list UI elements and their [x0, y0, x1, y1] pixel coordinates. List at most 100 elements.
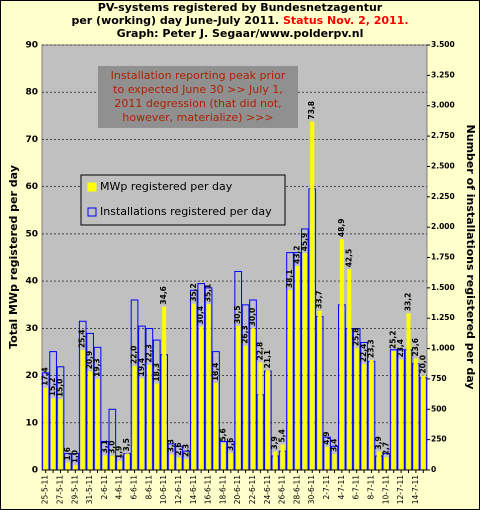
mwp-bar — [162, 306, 167, 470]
x-tick-label: 22-6-11 — [248, 475, 257, 504]
y2-axis-label: Number of installations registered per d… — [464, 125, 477, 390]
mwp-bar — [243, 345, 248, 470]
y2-tick-label: 0 — [431, 465, 436, 474]
x-tick-label: 27-5-11 — [56, 475, 65, 504]
data-label: 4,9 — [322, 432, 331, 445]
y2-tick-label: 1.000 — [431, 344, 455, 353]
data-label: 23,6 — [411, 338, 420, 357]
x-tick-label: 20-6-11 — [233, 475, 242, 504]
data-label: 19,3 — [93, 358, 102, 377]
y2-tick-label: 2.000 — [431, 222, 455, 231]
y-tick-label: 0 — [32, 466, 38, 476]
x-tick-label: 30-6-11 — [307, 475, 316, 504]
y-tick-label: 40 — [25, 277, 38, 287]
mwp-bar — [65, 462, 70, 470]
data-label: 48,9 — [337, 219, 346, 238]
data-label: 22,8 — [255, 342, 264, 361]
data-label: 45,9 — [300, 233, 309, 252]
mwp-bar — [273, 451, 278, 470]
mwp-bar — [132, 366, 137, 470]
mwp-bar — [265, 370, 270, 470]
legend-label: MWp registered per day — [100, 180, 233, 193]
x-tick-label: 28-6-11 — [292, 475, 301, 504]
mwp-bar — [139, 378, 144, 470]
x-tick-label: 12-6-11 — [174, 475, 183, 504]
y-tick-label: 50 — [25, 229, 38, 239]
legend-label: Installations registered per day — [100, 205, 272, 218]
data-label: 25,4 — [78, 330, 87, 349]
chart-title: Graph: Peter J. Segaar/www.polderpv.nl — [117, 27, 364, 40]
mwp-bar — [95, 378, 100, 470]
mwp-bar — [258, 362, 263, 470]
x-tick-label: 8-6-11 — [144, 475, 153, 500]
data-label: 1,0 — [70, 450, 79, 463]
y2-tick-label: 1.250 — [431, 313, 455, 322]
data-label: 3,1 — [100, 440, 109, 453]
data-label: 33,2 — [403, 293, 412, 312]
data-label: 35,1 — [204, 284, 213, 303]
x-tick-label: 12-7-11 — [396, 475, 405, 504]
legend-swatch — [87, 182, 97, 192]
data-label: 5,4 — [278, 429, 287, 442]
data-label: 3,9 — [270, 436, 279, 449]
mwp-bar — [176, 457, 182, 470]
data-label: 20,9 — [85, 351, 94, 370]
mwp-bar — [376, 451, 381, 470]
data-label: 22,3 — [144, 344, 153, 363]
data-label: 73,8 — [307, 101, 316, 120]
x-tick-label: 14-7-11 — [411, 475, 420, 504]
data-label: 17,4 — [41, 367, 50, 386]
data-label: 30,5 — [233, 305, 242, 324]
annotation: to expected June 30 >> July 1, — [113, 83, 283, 96]
y-tick-label: 20 — [25, 371, 38, 381]
mwp-bar — [362, 364, 367, 470]
x-tick-label: 18-6-11 — [218, 475, 227, 504]
y2-tick-label: 2.250 — [431, 192, 455, 201]
x-tick-label: 29-5-11 — [70, 475, 79, 504]
x-tick-label: 14-6-11 — [189, 475, 198, 504]
data-label: 23,4 — [396, 339, 405, 358]
y2-tick-label: 1.750 — [431, 253, 455, 262]
x-tick-label: 6-7-11 — [352, 475, 361, 500]
data-label: 2,6 — [174, 442, 183, 455]
mwp-bar — [199, 326, 204, 470]
data-label: 3,6 — [226, 438, 235, 451]
data-label: 22,0 — [130, 346, 139, 365]
mwp-bar — [102, 455, 107, 470]
mwp-bar — [110, 455, 115, 470]
data-label: 38,1 — [285, 270, 294, 289]
y2-tick-label: 500 — [431, 404, 447, 413]
data-label: 3,0 — [107, 441, 116, 454]
data-label: 35,2 — [189, 283, 198, 302]
data-label: 19,4 — [137, 358, 146, 377]
mwp-bar — [413, 358, 418, 470]
y2-tick-label: 3.500 — [431, 40, 455, 49]
data-label: 15,2 — [48, 378, 57, 397]
data-label: 3,5 — [122, 438, 131, 451]
mwp-bar — [80, 350, 85, 470]
data-label: 42,5 — [344, 249, 353, 268]
data-label: 22,4 — [359, 344, 368, 363]
annotation-box — [98, 66, 298, 128]
data-label: 3,4 — [329, 439, 338, 452]
mwp-bar — [287, 290, 293, 470]
data-label: 1,9 — [115, 446, 124, 459]
annotation: Installation reporting peak prior — [111, 69, 286, 82]
x-tick-label: 26-6-11 — [278, 475, 287, 504]
mwp-bar — [332, 453, 337, 470]
mwp-bar — [325, 446, 330, 470]
legend-box — [80, 174, 286, 226]
mwp-bar — [43, 387, 48, 470]
y-tick-label: 30 — [25, 324, 38, 334]
y2-tick-label: 250 — [431, 435, 447, 444]
y-tick-label: 10 — [25, 418, 38, 428]
mwp-bar — [213, 383, 219, 470]
mwp-bar — [250, 328, 256, 470]
legend-swatch — [87, 207, 97, 217]
mwp-bar — [369, 359, 374, 470]
y-tick-label: 70 — [25, 135, 38, 145]
mwp-bar — [391, 351, 396, 470]
y2-tick-label: 1.500 — [431, 283, 455, 292]
x-tick-label: 16-6-11 — [204, 475, 213, 504]
